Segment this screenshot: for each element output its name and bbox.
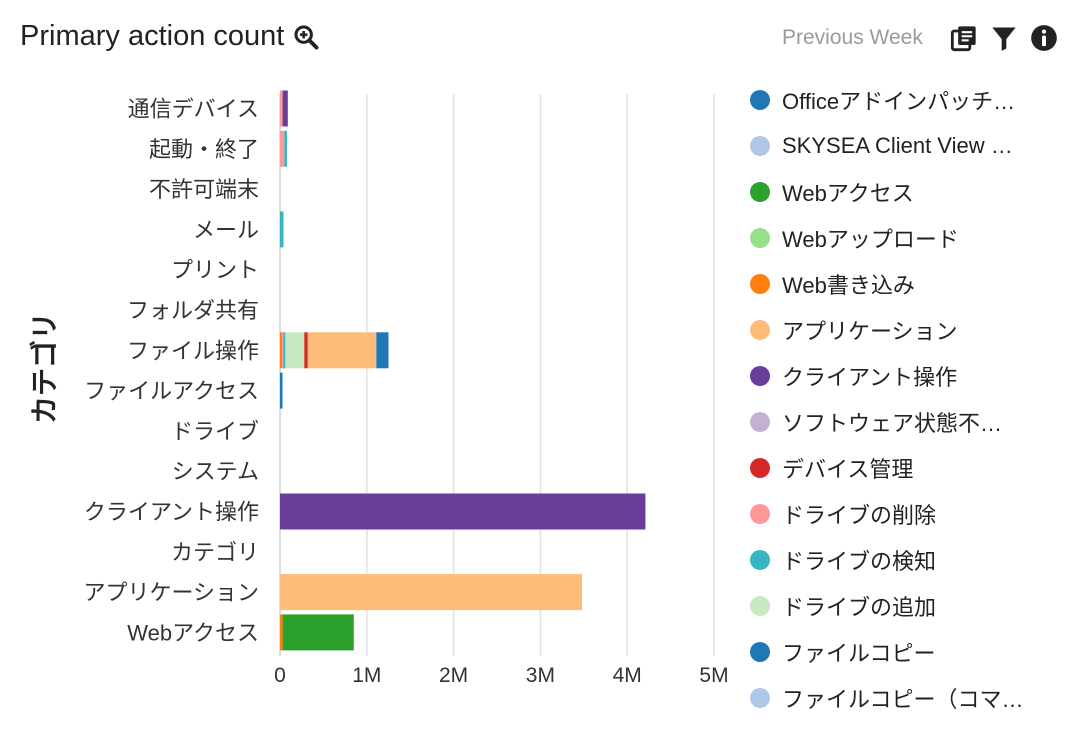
legend-item[interactable]: ドライブの検知 <box>750 542 936 578</box>
y-tick-label: 起動・終了 <box>149 137 259 162</box>
bar-segment[interactable] <box>280 614 283 651</box>
y-tick-label: Webアクセス <box>127 620 259 645</box>
bar-segment[interactable] <box>280 211 284 248</box>
bar-segment[interactable] <box>280 372 283 409</box>
bar-segment[interactable] <box>376 332 389 369</box>
y-tick-label: アプリケーション <box>83 580 259 605</box>
period-selector[interactable]: Previous Week <box>782 26 923 49</box>
y-tick-label: プリント <box>171 258 259 283</box>
legend-item[interactable]: クライアント操作 <box>750 358 957 394</box>
legend-color-dot <box>750 366 770 386</box>
legend-item[interactable]: Officeアドインパッチ… <box>750 82 1015 118</box>
x-axis-ticks: 0 1M 2M 3M 4M 5M <box>274 664 728 687</box>
bar-segment[interactable] <box>283 332 286 369</box>
bar-segment[interactable] <box>284 130 287 167</box>
legend-label: SKYSEA Client View … <box>782 133 1013 158</box>
legend-item[interactable]: Webアクセス <box>750 174 914 210</box>
chart-title-area: Primary action count <box>20 20 320 53</box>
copy-icon[interactable] <box>950 24 978 52</box>
legend-color-dot <box>750 274 770 294</box>
y-axis-label: カテゴリ <box>28 312 60 424</box>
legend-color-dot <box>750 136 770 156</box>
legend-item[interactable]: ファイルコピー（コマ… <box>750 680 1024 716</box>
legend-color-dot <box>750 550 770 570</box>
bar-segment[interactable] <box>280 493 646 530</box>
legend-label: ドライブの削除 <box>782 503 937 528</box>
chart-title: Primary action count <box>20 20 285 52</box>
legend-color-dot <box>750 688 770 708</box>
legend-label: デバイス管理 <box>782 457 914 482</box>
x-tick-label: 3M <box>526 664 555 687</box>
bar-segment[interactable] <box>280 574 583 611</box>
x-tick-label: 4M <box>613 664 642 687</box>
bar-chart: 通信デバイス起動・終了不許可端末メールプリントフォルダ共有ファイル操作ファイルア… <box>28 90 729 687</box>
bars <box>280 90 646 651</box>
bar-segment[interactable] <box>280 130 285 167</box>
filter-icon[interactable] <box>990 24 1018 52</box>
y-axis-ticks: 通信デバイス起動・終了不許可端末メールプリントフォルダ共有ファイル操作ファイルア… <box>83 97 259 646</box>
bar-segment[interactable] <box>281 332 285 369</box>
legend-color-dot <box>750 596 770 616</box>
y-tick-label: ファイルアクセス <box>84 379 259 404</box>
y-tick-label: メール <box>193 217 259 242</box>
legend-item[interactable]: SKYSEA Client View … <box>750 128 1013 164</box>
legend-label: Webアクセス <box>782 181 914 206</box>
legend-label: ドライブの検知 <box>782 549 937 574</box>
bar-segment[interactable] <box>282 614 354 651</box>
legend-label: クライアント操作 <box>782 365 958 390</box>
legend-item[interactable]: ドライブの削除 <box>750 496 936 532</box>
legend-label: ソフトウェア状態不… <box>782 411 1003 436</box>
legend-item[interactable]: ドライブの追加 <box>750 588 936 624</box>
y-tick-label: 不許可端末 <box>149 177 259 202</box>
info-icon[interactable] <box>1030 24 1058 52</box>
legend-label: ファイルコピー <box>782 641 936 666</box>
legend-label: ドライブの追加 <box>782 595 937 620</box>
legend-color-dot <box>750 90 770 110</box>
y-tick-label: クライアント操作 <box>84 500 259 525</box>
legend-color-dot <box>750 182 770 202</box>
bar-segment[interactable] <box>307 332 377 369</box>
zoom-in-icon[interactable] <box>292 23 320 51</box>
bar-segment[interactable] <box>280 90 283 127</box>
y-tick-label: 通信デバイス <box>128 97 259 122</box>
bar-segment[interactable] <box>282 90 288 127</box>
y-tick-label: カテゴリ <box>171 540 259 565</box>
legend-item[interactable]: ソフトウェア状態不… <box>750 404 1002 440</box>
legend-item[interactable]: アプリケーション <box>750 312 958 348</box>
x-tick-label: 1M <box>352 664 381 687</box>
y-tick-label: フォルダ共有 <box>127 298 259 323</box>
legend-label: Webアップロード <box>782 227 959 252</box>
bar-segment[interactable] <box>285 332 305 369</box>
bar-segment[interactable] <box>280 332 283 369</box>
legend-color-dot <box>750 320 770 340</box>
chart-header: Primary action count Previous Week <box>0 0 1084 76</box>
y-tick-label: ファイル操作 <box>127 338 259 363</box>
legend-item[interactable]: ファイルコピー <box>750 634 936 670</box>
legend-label: アプリケーション <box>782 319 958 344</box>
legend-label: Officeアドインパッチ… <box>782 89 1016 114</box>
y-tick-label: ドライブ <box>171 419 259 444</box>
legend-color-dot <box>750 458 770 478</box>
legend-color-dot <box>750 228 770 248</box>
legend-color-dot <box>750 412 770 432</box>
x-tick-label: 0 <box>274 664 286 687</box>
legend-item[interactable]: Webアップロード <box>750 220 959 256</box>
legend-label: ファイルコピー（コマ… <box>782 687 1024 712</box>
legend-color-dot <box>750 642 770 662</box>
legend-label: Web書き込み <box>782 273 915 298</box>
legend-item[interactable]: デバイス管理 <box>750 450 913 486</box>
y-tick-label: システム <box>172 459 259 484</box>
grid-lines <box>279 94 715 656</box>
x-tick-label: 2M <box>439 664 468 687</box>
bar-segment[interactable] <box>304 332 308 369</box>
legend-color-dot <box>750 504 770 524</box>
x-tick-label: 5M <box>699 664 728 687</box>
legend-item[interactable]: Web書き込み <box>750 266 915 302</box>
